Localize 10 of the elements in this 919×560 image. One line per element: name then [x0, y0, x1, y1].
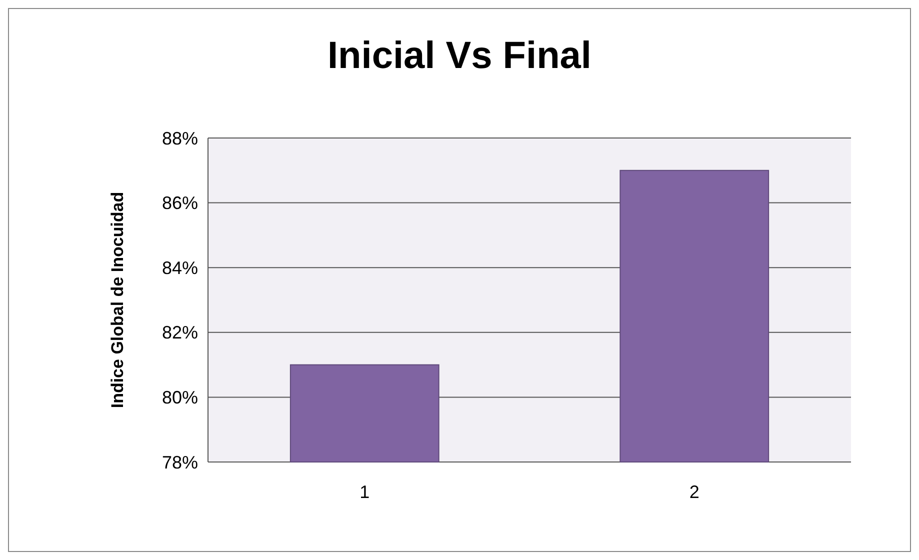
y-tick-label: 82%	[162, 322, 198, 343]
y-axis-title: Indice Global de Inocuidad	[108, 192, 127, 408]
x-tick-label: 2	[689, 482, 700, 502]
y-tick-label: 80%	[162, 388, 198, 408]
x-tick-label: 1	[360, 482, 370, 502]
y-tick-label: 86%	[162, 193, 198, 214]
y-tick-label: 78%	[162, 452, 198, 472]
y-tick-label: 84%	[162, 258, 198, 278]
y-tick-label: 88%	[162, 128, 198, 148]
chart-title: Inicial Vs Final	[328, 35, 592, 77]
